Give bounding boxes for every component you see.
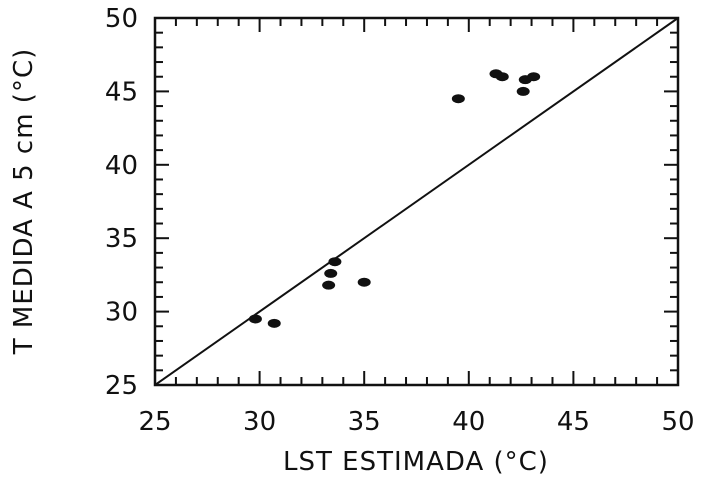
y-axis-title: T MEDIDA A 5 cm (°C) xyxy=(9,48,39,356)
y-tick-label: 25 xyxy=(105,371,138,401)
data-point xyxy=(248,314,262,324)
y-tick-labels: 25 30 35 40 45 50 xyxy=(105,4,138,401)
plot-frame xyxy=(153,16,680,387)
x-tick-labels: 25 30 35 40 45 50 xyxy=(138,407,694,437)
x-tick-label: 35 xyxy=(348,407,381,437)
data-point xyxy=(451,94,465,104)
y-tick-label: 35 xyxy=(105,224,138,254)
one-to-one-line xyxy=(154,17,679,386)
data-points xyxy=(248,69,541,328)
x-tick-label: 30 xyxy=(243,407,276,437)
data-point xyxy=(328,257,342,267)
data-point xyxy=(322,280,336,290)
data-point xyxy=(495,72,509,82)
x-axis-title: LST ESTIMADA (°C) xyxy=(283,447,549,477)
x-tick-label: 50 xyxy=(661,407,694,437)
y-tick-label: 50 xyxy=(105,4,138,34)
data-point xyxy=(357,277,371,287)
data-point xyxy=(516,86,530,96)
x-tick-label: 25 xyxy=(138,407,171,437)
data-point xyxy=(527,72,541,82)
data-point xyxy=(324,268,338,278)
y-tick-label: 30 xyxy=(105,298,138,328)
x-tick-label: 40 xyxy=(452,407,485,437)
x-tick-label: 45 xyxy=(557,407,590,437)
y-tick-label: 40 xyxy=(105,151,138,181)
y-tick-label: 45 xyxy=(105,77,138,107)
data-point xyxy=(267,318,281,328)
tick-marks xyxy=(154,17,679,386)
